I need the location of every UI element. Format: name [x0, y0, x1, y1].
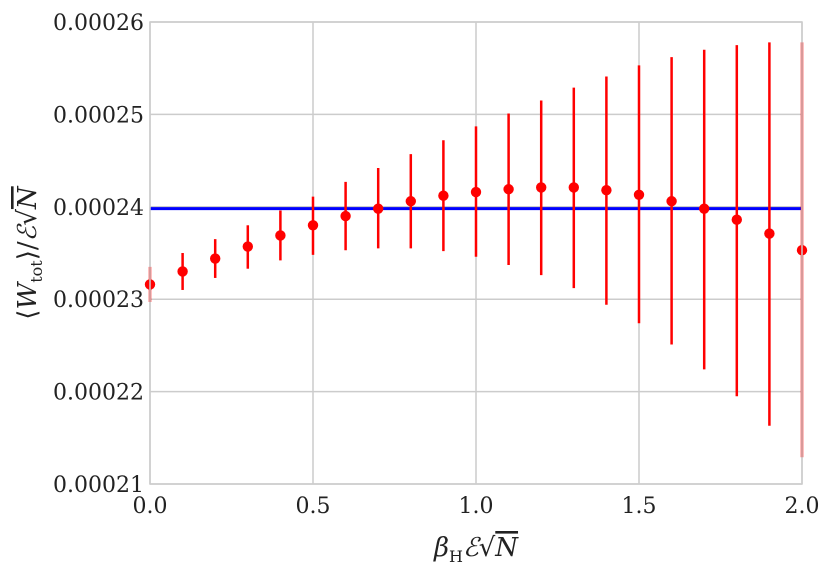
data-point — [731, 214, 742, 225]
x-tick-label: 1.0 — [459, 494, 494, 519]
x-tick-label: 0.5 — [296, 494, 331, 519]
data-point — [242, 241, 253, 252]
x-tick-label: 2.0 — [785, 494, 820, 519]
data-point — [536, 182, 547, 193]
data-point — [764, 228, 775, 239]
data-point — [568, 182, 579, 193]
x-axis-label: βHℰ√N — [433, 533, 519, 566]
data-point — [275, 230, 286, 241]
x-tick-labels: 0.0 0.5 1.0 1.5 2.0 — [133, 494, 820, 519]
data-point — [373, 203, 384, 214]
y-tick-label: 0.00021 — [53, 473, 144, 498]
data-point — [438, 190, 449, 201]
y-tick-labels: 0.00021 0.00022 0.00023 0.00024 0.00025 0.000… — [53, 11, 144, 498]
data-point — [503, 184, 514, 195]
data-point — [601, 184, 612, 196]
data-points — [144, 182, 808, 290]
data-point — [633, 189, 645, 200]
data-point — [666, 196, 677, 207]
x-tick-label: 0.0 — [133, 494, 168, 519]
y-tick-label: 0.00023 — [53, 288, 144, 313]
data-point — [210, 253, 221, 264]
data-point — [405, 196, 416, 207]
plot-frame — [149, 21, 803, 485]
y-tick-label: 0.00024 — [53, 196, 144, 221]
data-point — [177, 266, 188, 277]
y-axis-label: ⟨Wtot⟩/ℰ√N — [13, 185, 46, 320]
y-tick-label: 0.00026 — [53, 11, 144, 36]
x-tick-label: 1.5 — [622, 494, 657, 519]
data-point — [307, 220, 319, 231]
y-tick-label: 0.00022 — [53, 381, 144, 406]
data-point — [470, 186, 482, 198]
data-point — [340, 210, 351, 222]
data-point — [699, 203, 710, 214]
y-tick-label: 0.00025 — [53, 103, 144, 128]
